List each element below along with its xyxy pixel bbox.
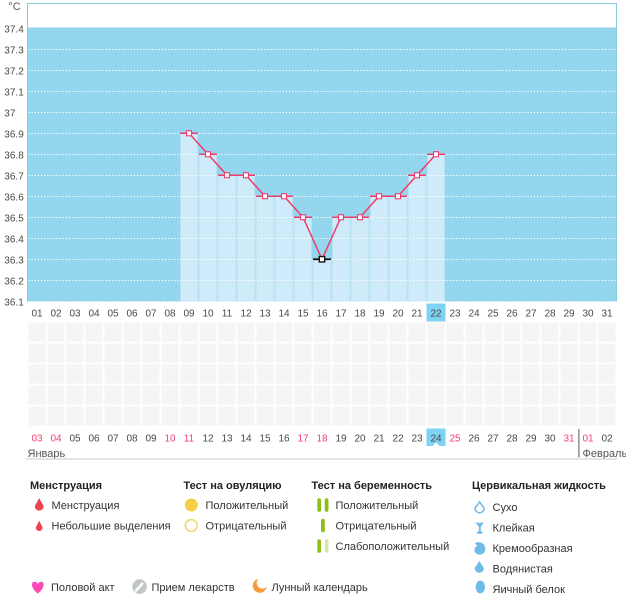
svg-text:Водянистая: Водянистая xyxy=(493,563,553,575)
svg-text:08: 08 xyxy=(126,433,138,444)
svg-text:36.6: 36.6 xyxy=(4,193,24,204)
svg-text:06: 06 xyxy=(126,309,138,320)
svg-text:12: 12 xyxy=(202,433,214,444)
svg-text:27: 27 xyxy=(525,309,537,320)
svg-text:22: 22 xyxy=(430,309,442,320)
svg-text:14: 14 xyxy=(278,309,290,320)
svg-text:03: 03 xyxy=(69,309,81,320)
svg-text:15: 15 xyxy=(297,309,309,320)
svg-text:19: 19 xyxy=(373,309,385,320)
svg-text:37: 37 xyxy=(4,109,16,120)
svg-text:18: 18 xyxy=(354,309,366,320)
svg-text:Тест на беременность: Тест на беременность xyxy=(312,480,433,492)
svg-text:Менструация: Менструация xyxy=(30,480,102,492)
svg-text:37.1: 37.1 xyxy=(4,88,24,99)
svg-text:08: 08 xyxy=(164,309,176,320)
svg-text:18: 18 xyxy=(316,433,328,444)
svg-text:Кремообразная: Кремообразная xyxy=(493,543,573,555)
svg-text:20: 20 xyxy=(392,309,404,320)
svg-text:06: 06 xyxy=(88,433,100,444)
svg-text:Яичный белок: Яичный белок xyxy=(493,584,566,595)
svg-text:31: 31 xyxy=(563,433,575,444)
svg-text:Отрицательный: Отрицательный xyxy=(206,520,287,532)
svg-text:30: 30 xyxy=(582,309,594,320)
svg-text:36.4: 36.4 xyxy=(4,235,24,246)
svg-text:36.5: 36.5 xyxy=(4,214,24,225)
svg-text:Февраль: Февраль xyxy=(583,448,626,460)
svg-text:10: 10 xyxy=(164,433,176,444)
svg-text:36.1: 36.1 xyxy=(4,298,24,309)
svg-text:25: 25 xyxy=(487,309,499,320)
svg-text:Положительный: Положительный xyxy=(336,500,419,512)
svg-text:Цервикальная жидкость: Цервикальная жидкость xyxy=(472,480,606,492)
svg-text:29: 29 xyxy=(563,309,575,320)
svg-text:01: 01 xyxy=(31,309,43,320)
svg-text:09: 09 xyxy=(145,433,157,444)
svg-text:16: 16 xyxy=(316,309,328,320)
svg-text:26: 26 xyxy=(468,433,480,444)
svg-text:Январь: Январь xyxy=(28,448,66,460)
svg-text:05: 05 xyxy=(107,309,119,320)
svg-text:20: 20 xyxy=(354,433,366,444)
svg-text:30: 30 xyxy=(544,433,556,444)
svg-text:37.2: 37.2 xyxy=(4,67,24,78)
svg-text:29: 29 xyxy=(525,433,537,444)
svg-text:04: 04 xyxy=(50,433,62,444)
svg-text:Тест на овуляцию: Тест на овуляцию xyxy=(184,480,282,492)
svg-text:23: 23 xyxy=(449,309,461,320)
svg-text:21: 21 xyxy=(373,433,385,444)
svg-text:14: 14 xyxy=(240,433,252,444)
svg-text:02: 02 xyxy=(50,309,62,320)
svg-text:Слабоположительный: Слабоположительный xyxy=(336,541,450,553)
svg-text:24: 24 xyxy=(468,309,480,320)
svg-text:15: 15 xyxy=(259,433,271,444)
svg-text:11: 11 xyxy=(184,433,195,444)
svg-text:09: 09 xyxy=(183,309,195,320)
svg-text:21: 21 xyxy=(411,309,423,320)
svg-text:24: 24 xyxy=(430,433,442,444)
svg-text:12: 12 xyxy=(240,309,252,320)
svg-text:Менструация: Менструация xyxy=(52,500,120,512)
svg-text:36.2: 36.2 xyxy=(4,277,24,288)
svg-text:36.3: 36.3 xyxy=(4,256,24,267)
svg-text:25: 25 xyxy=(449,433,461,444)
svg-text:03: 03 xyxy=(31,433,43,444)
svg-text:07: 07 xyxy=(145,309,157,320)
svg-text:Лунный календарь: Лунный календарь xyxy=(272,582,369,594)
svg-text:23: 23 xyxy=(411,433,423,444)
svg-text:Сухо: Сухо xyxy=(493,502,518,514)
svg-text:Клейкая: Клейкая xyxy=(493,522,535,534)
svg-text:Небольшие выделения: Небольшие выделения xyxy=(52,520,171,532)
svg-text:07: 07 xyxy=(107,433,119,444)
svg-text:36.8: 36.8 xyxy=(4,151,24,162)
svg-text:17: 17 xyxy=(297,433,309,444)
svg-text:01: 01 xyxy=(582,433,594,444)
svg-text:27: 27 xyxy=(487,433,499,444)
svg-text:Положительный: Положительный xyxy=(206,500,289,512)
svg-text:28: 28 xyxy=(544,309,556,320)
svg-text:31: 31 xyxy=(601,309,613,320)
svg-text:36.7: 36.7 xyxy=(4,172,24,183)
svg-text:Прием лекарств: Прием лекарств xyxy=(152,582,235,594)
svg-text:22: 22 xyxy=(392,433,404,444)
svg-text:04: 04 xyxy=(88,309,100,320)
svg-text:16: 16 xyxy=(278,433,290,444)
svg-text:37.3: 37.3 xyxy=(4,46,24,57)
svg-text:13: 13 xyxy=(259,309,271,320)
svg-text:17: 17 xyxy=(335,309,347,320)
svg-text:05: 05 xyxy=(69,433,81,444)
svg-text:19: 19 xyxy=(335,433,347,444)
svg-text:02: 02 xyxy=(601,433,613,444)
svg-text:11: 11 xyxy=(222,309,233,320)
svg-text:Половой акт: Половой акт xyxy=(51,582,115,594)
svg-text:37.4: 37.4 xyxy=(4,25,24,36)
svg-text:10: 10 xyxy=(202,309,214,320)
svg-text:26: 26 xyxy=(506,309,518,320)
svg-text:36.9: 36.9 xyxy=(4,130,24,141)
svg-text:°C: °C xyxy=(8,1,20,13)
svg-text:28: 28 xyxy=(506,433,518,444)
svg-text:13: 13 xyxy=(221,433,233,444)
svg-text:Отрицательный: Отрицательный xyxy=(336,520,417,532)
